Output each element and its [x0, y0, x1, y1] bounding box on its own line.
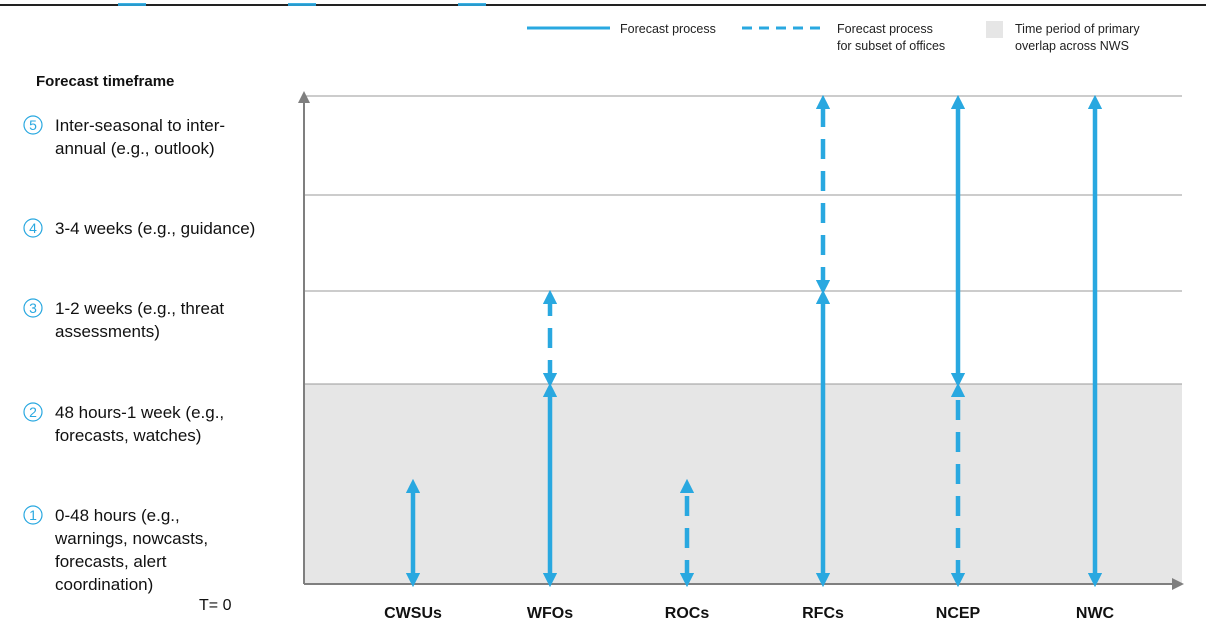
level-number: 3 — [29, 300, 37, 316]
level-1: 1 0-48 hours (e.g., warnings, nowcasts, for… — [23, 505, 208, 594]
level-text-line: 48 hours-1 week (e.g., — [55, 403, 224, 422]
level-number: 2 — [29, 404, 37, 420]
header-rule — [0, 4, 1206, 6]
level-text-line: 3-4 weeks (e.g., guidance) — [55, 219, 255, 238]
level-number: 4 — [29, 220, 37, 236]
level-number-circle — [23, 218, 43, 238]
level-text-line: annual (e.g., outlook) — [55, 139, 215, 158]
header-accent — [118, 3, 538, 6]
forecast-arrows — [405, 94, 1103, 588]
level-text-line: assessments) — [55, 322, 160, 341]
level-text-line: forecasts, alert — [55, 552, 167, 571]
level-text-line: forecasts, watches) — [55, 426, 201, 445]
legend-solid-label: Forecast process — [620, 22, 716, 36]
level-number: 1 — [29, 507, 37, 523]
level-text-line: Inter-seasonal to inter- — [55, 116, 225, 135]
level-3: 3 1-2 weeks (e.g., threat assessments) — [23, 298, 224, 341]
level-text-line: coordination) — [55, 575, 153, 594]
gridlines — [304, 95, 1182, 385]
level-text-line: warnings, nowcasts, — [54, 529, 208, 548]
office-label-cwsus: CWSUs — [384, 605, 442, 622]
legend: Forecast process Forecast process for su… — [527, 21, 1140, 53]
t0-label: T= 0 — [199, 597, 232, 614]
legend-dashed-label-line1: Forecast process — [837, 22, 933, 36]
level-number-circle — [23, 402, 43, 422]
office-labels: CWSUs WFOs ROCs RFCs NCEP NWC — [384, 605, 1114, 622]
timeframe-heading: Forecast timeframe — [36, 73, 174, 90]
overlap-shade — [304, 384, 1182, 584]
level-number-circle — [23, 298, 43, 318]
level-5: 5 Inter-seasonal to inter-annual (e.g., o… — [23, 115, 225, 158]
level-labels: 1 0-48 hours (e.g., warnings, nowcasts, for… — [23, 115, 255, 594]
level-number-circle — [23, 505, 43, 525]
level-text-line: 1-2 weeks (e.g., threat — [55, 299, 224, 318]
legend-shade-label-line1: Time period of primary — [1015, 22, 1140, 36]
level-number: 5 — [29, 117, 37, 133]
level-text-line: 0-48 hours (e.g., — [55, 506, 180, 525]
office-label-rocs: ROCs — [665, 605, 710, 622]
level-number-circle — [23, 115, 43, 135]
office-label-ncep: NCEP — [936, 605, 981, 622]
office-label-rfcs: RFCs — [802, 605, 844, 622]
office-label-nwc: NWC — [1076, 605, 1115, 622]
office-label-wfos: WFOs — [527, 605, 573, 622]
level-4: 4 3-4 weeks (e.g., guidance) — [23, 218, 255, 238]
level-2: 2 48 hours-1 week (e.g., forecasts, watche… — [23, 402, 224, 445]
legend-shade-swatch — [986, 21, 1003, 38]
legend-dashed-label-line2: for subset of offices — [837, 39, 945, 53]
legend-shade-label-line2: overlap across NWS — [1015, 39, 1129, 53]
